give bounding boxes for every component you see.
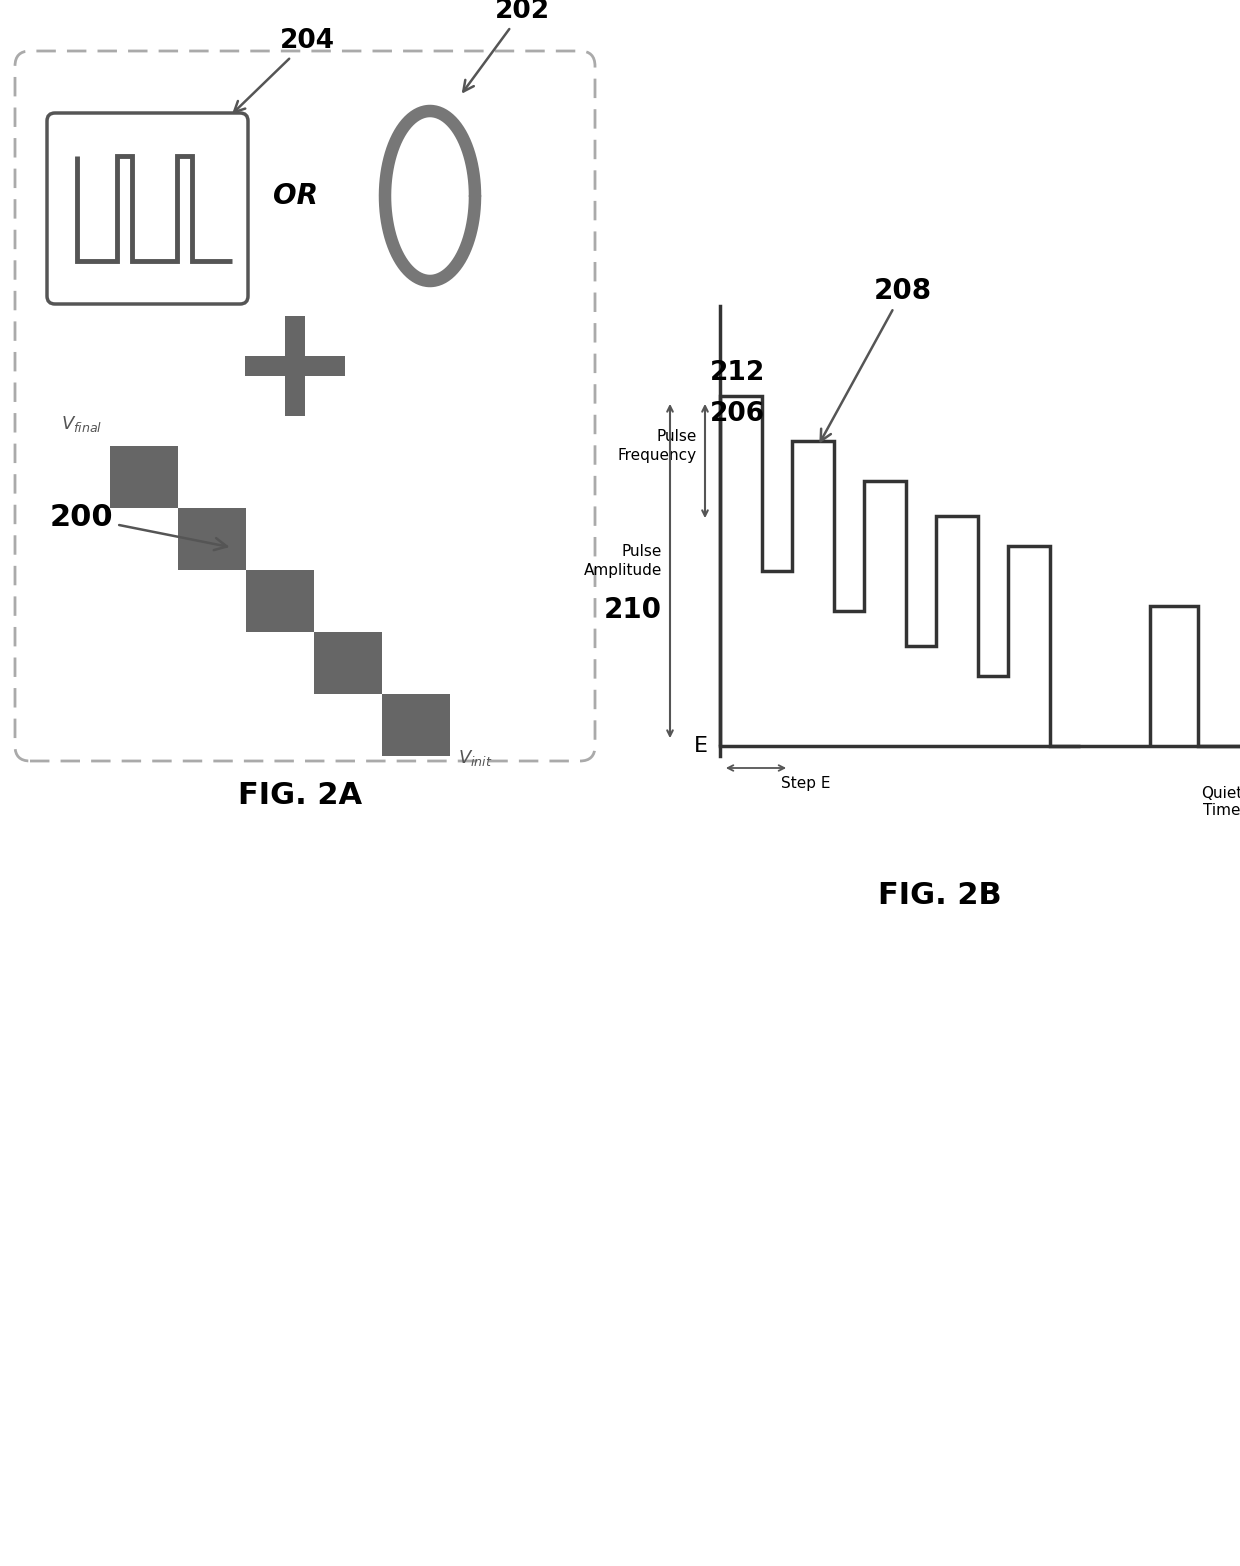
Text: 208: 208: [821, 277, 932, 442]
FancyBboxPatch shape: [47, 113, 248, 304]
Text: 206: 206: [711, 401, 765, 428]
Text: 210: 210: [604, 597, 662, 623]
Bar: [382, 694, 450, 756]
Text: E: E: [694, 736, 708, 756]
Text: 204: 204: [234, 28, 335, 113]
Text: Pulse
Frequency: Pulse Frequency: [618, 429, 697, 464]
Text: Pulse
Amplitude: Pulse Amplitude: [584, 545, 662, 578]
Bar: [285, 316, 305, 417]
Bar: [110, 446, 179, 507]
Text: 212: 212: [711, 360, 765, 385]
FancyBboxPatch shape: [15, 52, 595, 761]
Text: OR: OR: [273, 182, 317, 210]
Text: $V_{final}$: $V_{final}$: [61, 413, 102, 434]
Bar: [246, 355, 345, 376]
Bar: [314, 633, 382, 694]
Text: 202: 202: [464, 0, 551, 91]
Text: Quiet
Time: Quiet Time: [1200, 786, 1240, 819]
Text: FIG. 2B: FIG. 2B: [878, 882, 1002, 910]
Text: 200: 200: [50, 503, 227, 550]
Bar: [246, 570, 314, 633]
Text: $V_{init}$: $V_{init}$: [458, 749, 492, 767]
Bar: [179, 507, 246, 570]
Text: FIG. 2A: FIG. 2A: [238, 781, 362, 811]
Text: Step E: Step E: [781, 777, 831, 791]
